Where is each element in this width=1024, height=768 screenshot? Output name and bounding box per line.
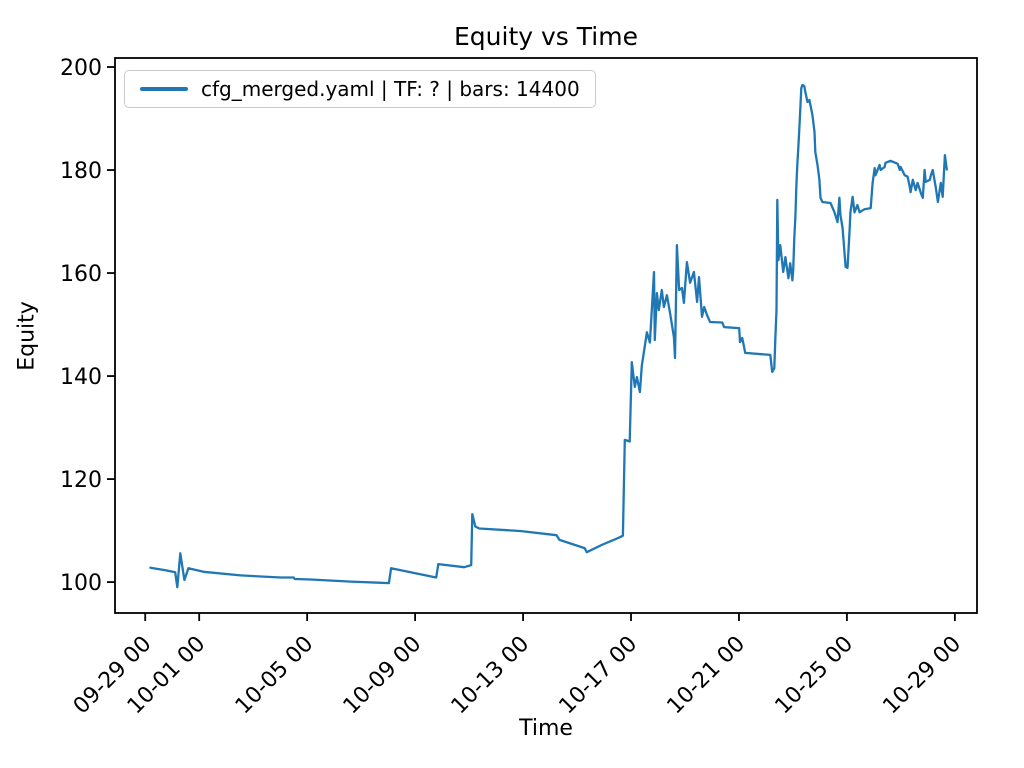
y-tick-label: 160	[60, 262, 102, 287]
y-tick-label: 180	[60, 159, 102, 184]
x-tick-label: 10-05 00	[231, 632, 319, 720]
x-tick-label: 10-21 00	[663, 632, 751, 720]
chart-title: Equity vs Time	[454, 22, 638, 51]
equity-line	[149, 83, 948, 589]
y-tick-label: 200	[60, 56, 102, 81]
legend-box: cfg_merged.yaml | TF: ? | bars: 14400	[124, 70, 596, 108]
legend-entry-label: cfg_merged.yaml | TF: ? | bars: 14400	[201, 77, 580, 101]
x-tick-label: 10-17 00	[555, 632, 643, 720]
y-tick-label: 100	[60, 571, 102, 596]
x-axis-label: Time	[519, 716, 573, 741]
x-tick-label: 10-13 00	[447, 632, 535, 720]
y-tick-label: 140	[60, 365, 102, 390]
y-axis-label: Equity	[14, 301, 40, 371]
x-tick-label: 10-09 00	[339, 632, 427, 720]
x-tick-label: 10-29 00	[878, 632, 966, 720]
y-tick-label: 120	[60, 468, 102, 493]
x-tick-label: 10-25 00	[771, 632, 859, 720]
legend-line-swatch	[140, 87, 188, 91]
plot-frame	[114, 57, 978, 614]
